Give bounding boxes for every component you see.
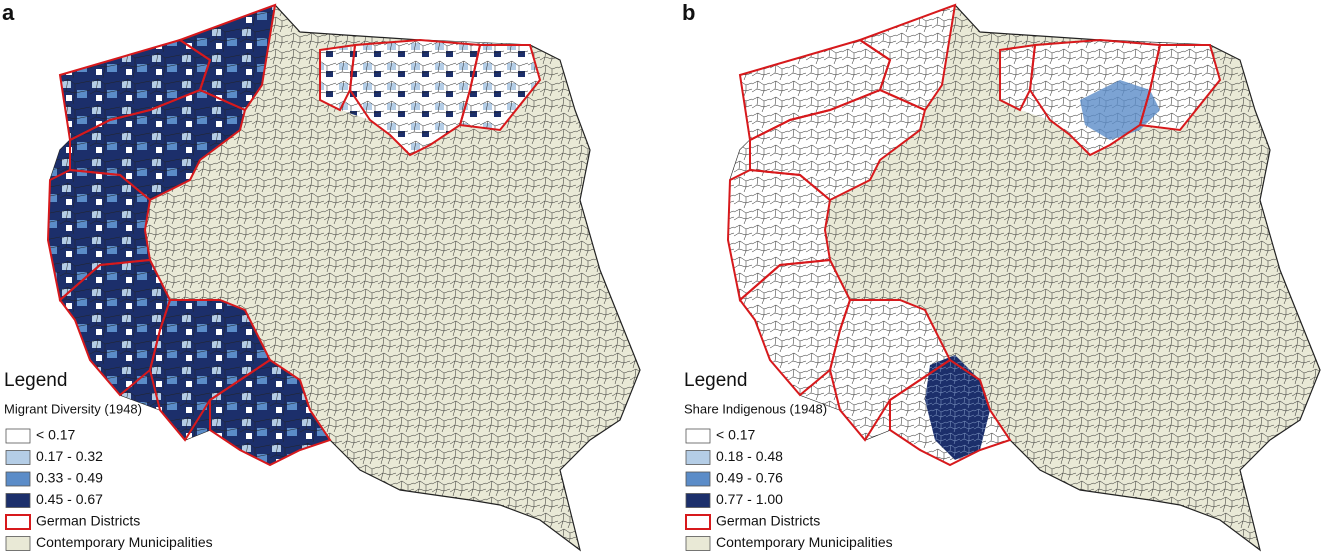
german-district (1138, 44, 1222, 132)
legend-swatch (5, 471, 31, 487)
legend-swatch (685, 493, 711, 508)
german-district (726, 168, 832, 302)
legend-label: 0.33 - 0.49 (36, 470, 103, 486)
legend-label: German Districts (36, 513, 140, 529)
panel: a Legend Migrant Diversity (1948) < 0.17 0.1… (2, 0, 641, 552)
legend-swatch (685, 536, 711, 551)
legend-swatch (685, 428, 711, 444)
legend-swatch (5, 450, 31, 465)
legend-label: 0.17 - 0.32 (36, 448, 103, 464)
german-district (46, 168, 152, 302)
legend-subtitle: Share Indigenous (1948) (684, 401, 827, 416)
legend-subtitle: Migrant Diversity (1948) (4, 401, 142, 416)
legend-swatch (685, 471, 711, 487)
legend-label: 0.49 - 0.76 (716, 470, 783, 486)
northeast-region (320, 40, 540, 155)
west-region (48, 5, 330, 465)
opole-region (925, 355, 990, 460)
west-region (728, 5, 1010, 465)
legend-swatch (5, 536, 31, 551)
german-district (889, 358, 1012, 467)
legend-label: Contemporary Municipalities (36, 534, 213, 550)
german-district (209, 358, 332, 467)
legend-label: 0.45 - 0.67 (36, 491, 103, 507)
legend-label: < 0.17 (716, 427, 756, 443)
legend-label: 0.18 - 0.48 (716, 448, 783, 464)
german-district (319, 43, 357, 112)
german-district (348, 38, 482, 157)
panel: b Legend Share Indigenous (1948) < 0.17 0.18… (682, 0, 1321, 552)
legend-swatch (5, 514, 31, 530)
legend-swatch (685, 514, 711, 530)
legend-title: Legend (4, 370, 67, 391)
legend-label: 0.77 - 1.00 (716, 491, 783, 507)
german-district (458, 44, 542, 132)
german-district (1028, 38, 1162, 157)
legend-label: < 0.17 (36, 427, 76, 443)
german-district (999, 43, 1037, 112)
legend-swatch (5, 428, 31, 444)
legend-swatch (5, 493, 31, 508)
legend-label: German Districts (716, 513, 820, 529)
legend-title: Legend (684, 370, 747, 391)
panel-label: a (2, 0, 15, 25)
panel-label: b (682, 0, 695, 25)
legend-label: Contemporary Municipalities (716, 534, 893, 550)
legend-swatch (685, 450, 711, 465)
